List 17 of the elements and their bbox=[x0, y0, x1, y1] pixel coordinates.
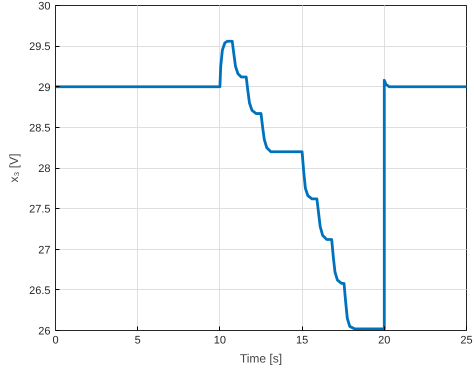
y-tick-label: 29 bbox=[38, 82, 51, 94]
x-tick-label: 10 bbox=[214, 334, 226, 346]
y-tick-label: 30 bbox=[38, 0, 51, 12]
y-axis-title: x₃ [V] bbox=[7, 154, 22, 182]
y-tick-label: 29.5 bbox=[29, 41, 51, 54]
x-tick-label: 15 bbox=[296, 334, 308, 346]
y-tick-label: 27.5 bbox=[29, 204, 51, 216]
y-tick-label: 28 bbox=[38, 163, 51, 175]
x-axis-title: Time [s] bbox=[240, 352, 282, 366]
x-tick-label: 20 bbox=[378, 334, 390, 346]
y-tick-label: 26.5 bbox=[29, 284, 51, 297]
x-tick-label: 25 bbox=[460, 334, 473, 346]
y-tick-label: 28.5 bbox=[29, 122, 51, 134]
y-tick-label: 26 bbox=[38, 326, 51, 338]
y-tick-label: 27 bbox=[38, 244, 51, 256]
x-tick-label: 5 bbox=[134, 334, 141, 346]
x-tick-label: 0 bbox=[52, 334, 59, 346]
